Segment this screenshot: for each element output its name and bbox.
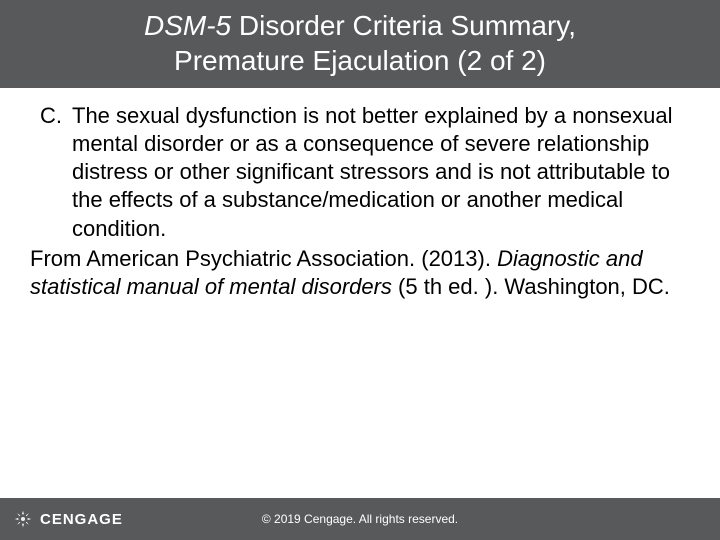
criteria-text: The sexual dysfunction is not better exp… <box>72 102 690 243</box>
brand-logo-icon <box>12 508 34 530</box>
slide-title-line2: Premature Ejaculation (2 of 2) <box>20 43 700 78</box>
criteria-item: C. The sexual dysfunction is not better … <box>30 102 690 243</box>
slide-body: C. The sexual dysfunction is not better … <box>0 88 720 540</box>
title-rest-line1: Disorder Criteria Summary, <box>231 10 576 41</box>
brand: CENGAGE <box>0 508 123 530</box>
citation: From American Psychiatric Association. (… <box>30 245 690 301</box>
slide-title-line1: DSM-5 Disorder Criteria Summary, <box>20 8 700 43</box>
brand-text: CENGAGE <box>40 511 123 528</box>
title-italic-prefix: DSM-5 <box>144 10 231 41</box>
citation-prefix: From American Psychiatric Association. (… <box>30 246 497 271</box>
citation-suffix: (5 th ed. ). Washington, DC. <box>392 274 670 299</box>
slide-title-bar: DSM-5 Disorder Criteria Summary, Prematu… <box>0 0 720 88</box>
slide: DSM-5 Disorder Criteria Summary, Prematu… <box>0 0 720 540</box>
criteria-marker: C. <box>30 102 72 243</box>
footer-bar: CENGAGE © 2019 Cengage. All rights reser… <box>0 498 720 540</box>
